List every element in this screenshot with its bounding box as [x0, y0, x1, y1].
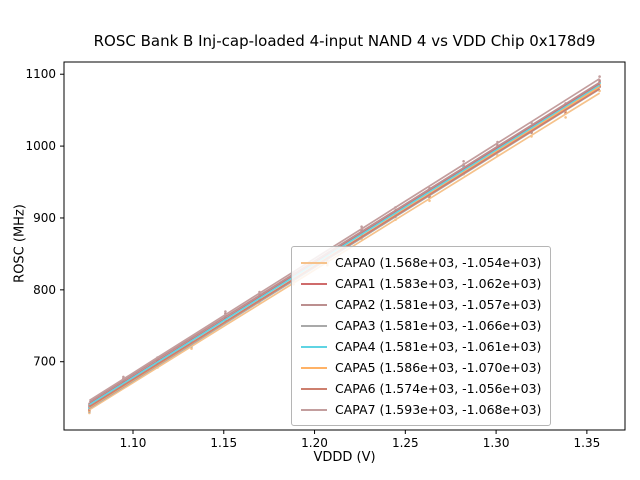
x-tick-label: 1.30 [483, 436, 510, 450]
legend-line-swatch [301, 324, 327, 327]
legend-item-CAPA6: CAPA6 (1.574e+03, -1.056e+03) [301, 378, 541, 399]
legend-label: CAPA4 (1.581e+03, -1.061e+03) [335, 339, 542, 354]
data-point [564, 116, 567, 119]
y-tick-label: 1100 [25, 67, 56, 81]
legend-label: CAPA6 (1.574e+03, -1.056e+03) [335, 381, 542, 396]
legend-item-CAPA5: CAPA5 (1.586e+03, -1.070e+03) [301, 357, 541, 378]
series-line-CAPA2 [88, 81, 601, 403]
x-tick-label: 1.10 [120, 436, 147, 450]
legend-item-CAPA2: CAPA2 (1.581e+03, -1.057e+03) [301, 294, 541, 315]
legend-label: CAPA0 (1.568e+03, -1.054e+03) [335, 255, 542, 270]
series-line-CAPA4 [88, 84, 601, 406]
series-line-CAPA7 [88, 77, 601, 402]
legend-line-swatch [301, 261, 327, 264]
legend-item-CAPA0: CAPA0 (1.568e+03, -1.054e+03) [301, 252, 541, 273]
legend-label: CAPA5 (1.586e+03, -1.070e+03) [335, 360, 542, 375]
legend: CAPA0 (1.568e+03, -1.054e+03) CAPA1 (1.58… [291, 246, 552, 426]
legend-item-CAPA4: CAPA4 (1.581e+03, -1.061e+03) [301, 336, 541, 357]
data-point [462, 160, 465, 163]
legend-line-swatch [301, 387, 327, 390]
data-point [598, 75, 601, 78]
legend-item-CAPA1: CAPA1 (1.583e+03, -1.062e+03) [301, 273, 541, 294]
x-tick-label: 1.25 [392, 436, 419, 450]
legend-label: CAPA7 (1.593e+03, -1.068e+03) [335, 402, 542, 417]
y-tick-label: 800 [33, 283, 56, 297]
legend-line-swatch [301, 408, 327, 411]
x-tick-label: 1.15 [210, 436, 237, 450]
x-axis-label: VDDD (V) [313, 450, 376, 465]
legend-line-swatch [301, 366, 327, 369]
y-tick-label: 900 [33, 211, 56, 225]
legend-item-CAPA7: CAPA7 (1.593e+03, -1.068e+03) [301, 399, 541, 420]
legend-line-swatch [301, 282, 327, 285]
legend-label: CAPA3 (1.581e+03, -1.066e+03) [335, 318, 542, 333]
data-point [428, 199, 431, 203]
legend-label: CAPA1 (1.583e+03, -1.062e+03) [335, 276, 542, 291]
x-tick-label: 1.35 [574, 436, 601, 450]
axes-frame [63, 61, 626, 431]
legend-item-CAPA3: CAPA3 (1.581e+03, -1.066e+03) [301, 315, 541, 336]
data-point [360, 225, 363, 228]
data-point [190, 347, 193, 350]
y-tick-label: 1000 [25, 139, 56, 153]
y-tick-label: 700 [33, 355, 56, 369]
legend-line-swatch [301, 345, 327, 348]
chart-title: ROSC Bank B Inj-cap-loaded 4-input NAND … [93, 32, 596, 50]
data-point [122, 375, 125, 379]
legend-line-swatch [301, 303, 327, 306]
data-point [224, 310, 227, 313]
x-tick-label: 1.20 [301, 436, 328, 450]
legend-label: CAPA2 (1.581e+03, -1.057e+03) [335, 297, 542, 312]
